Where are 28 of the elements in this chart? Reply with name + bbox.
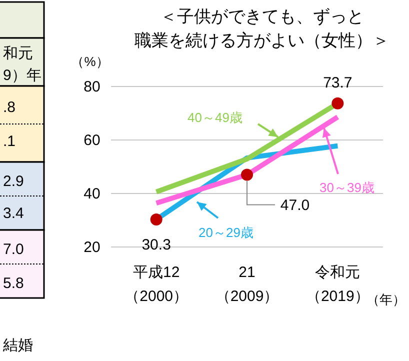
- data-label: 30.3: [142, 236, 171, 254]
- x-tick-label: 平成12（2000）: [124, 264, 188, 305]
- text: 3.4: [3, 205, 24, 222]
- text: .8: [3, 99, 16, 116]
- y-tick-label: 80: [84, 78, 100, 96]
- text: 5.8: [3, 275, 24, 292]
- text: 結婚: [2, 337, 33, 354]
- y-axis-title: （%）: [71, 54, 109, 69]
- y-tick-label: 40: [84, 186, 100, 202]
- point: [332, 97, 344, 110]
- text: 2.9: [3, 173, 24, 190]
- y-tick-label: 60: [84, 132, 100, 149]
- y-tick-label: 20: [84, 239, 100, 256]
- text: 和元: [3, 45, 33, 62]
- legend-label: 20～29歳: [198, 225, 254, 240]
- x-axis-title: （年）: [366, 292, 406, 307]
- text: 9）年: [3, 67, 42, 84]
- point: [150, 213, 162, 226]
- data-label: 73.7: [323, 74, 352, 92]
- point: [241, 168, 253, 181]
- x-tick-label: 21（2009）: [215, 264, 279, 305]
- text: 7.0: [3, 241, 24, 258]
- text: .1: [3, 133, 16, 150]
- data-label: 47.0: [280, 196, 310, 214]
- text: 40～49歳: [188, 110, 242, 125]
- text: 30～39歳: [320, 180, 374, 195]
- x-tick-label: 令和元（2019）: [306, 264, 370, 305]
- chart-title: ＜子供ができても、ずっと職業を続ける方がよい（女性）＞: [134, 7, 390, 50]
